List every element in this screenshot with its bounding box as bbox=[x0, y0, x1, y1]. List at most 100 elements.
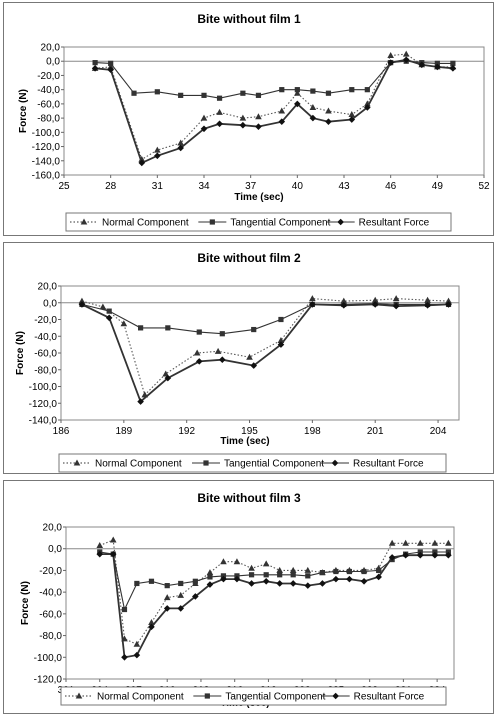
data-point bbox=[91, 65, 99, 72]
data-point bbox=[239, 121, 247, 129]
data-point bbox=[131, 90, 137, 96]
series-line bbox=[95, 53, 453, 161]
y-tick-label: -80,0 bbox=[37, 114, 60, 125]
data-point bbox=[207, 574, 213, 580]
legend-marker bbox=[331, 459, 339, 467]
legend-box bbox=[58, 453, 447, 473]
y-tick-label: -40,0 bbox=[34, 332, 57, 343]
data-point bbox=[219, 331, 225, 337]
y-tick-label: -40,0 bbox=[39, 588, 62, 599]
data-point bbox=[445, 551, 452, 559]
data-point bbox=[255, 113, 262, 120]
legend-box bbox=[60, 686, 447, 706]
data-point bbox=[107, 66, 114, 74]
data-point bbox=[348, 111, 356, 118]
data-point bbox=[449, 65, 457, 72]
x-tick-label: 34 bbox=[198, 181, 210, 192]
data-point bbox=[262, 577, 270, 585]
data-point bbox=[278, 118, 286, 125]
data-point bbox=[402, 539, 409, 546]
chart-title: Bite without film 3 bbox=[197, 491, 301, 505]
legend-marker bbox=[204, 693, 210, 699]
chart-title: Bite without film 1 bbox=[197, 12, 301, 26]
data-point bbox=[278, 316, 284, 323]
series-diamond bbox=[96, 550, 452, 661]
data-point bbox=[402, 551, 409, 559]
data-point bbox=[218, 356, 226, 363]
x-tick-label: 46 bbox=[385, 181, 397, 192]
y-tick-label: -60,0 bbox=[34, 349, 57, 360]
data-point bbox=[106, 308, 112, 314]
data-point bbox=[294, 100, 301, 108]
x-tick-label: 195 bbox=[241, 426, 258, 437]
legend-marker bbox=[337, 218, 344, 226]
data-point bbox=[402, 56, 410, 64]
data-point bbox=[192, 578, 198, 584]
data-point bbox=[178, 92, 184, 98]
data-point bbox=[154, 89, 160, 95]
data-point bbox=[424, 296, 431, 303]
data-point bbox=[216, 120, 223, 128]
x-tick-label: 201 bbox=[367, 426, 384, 437]
data-point bbox=[255, 92, 262, 98]
x-tick-label: 189 bbox=[115, 426, 132, 437]
legend-marker bbox=[209, 219, 215, 225]
data-point bbox=[392, 295, 400, 302]
y-tick-label: 20,0 bbox=[41, 43, 61, 54]
data-point bbox=[99, 303, 107, 310]
legend-label: Tangential Component bbox=[224, 459, 324, 470]
legend-label: Tangential Component bbox=[230, 218, 330, 229]
y-tick-label: 0,0 bbox=[46, 57, 60, 68]
data-point bbox=[431, 539, 439, 546]
data-point bbox=[220, 575, 227, 583]
series-square bbox=[97, 549, 451, 613]
series-line bbox=[95, 58, 453, 165]
x-tick-label: 43 bbox=[338, 181, 350, 192]
data-point bbox=[246, 353, 253, 360]
data-point bbox=[309, 103, 317, 110]
data-point bbox=[134, 580, 140, 587]
chart-panel-1: Bite without film 1 20,0 0,0 -20,0 -40,0 -60,… bbox=[3, 2, 494, 236]
data-point bbox=[431, 551, 439, 559]
x-tick-label: 204 bbox=[430, 426, 447, 437]
data-point bbox=[248, 572, 255, 578]
legend-label: Normal Component bbox=[102, 218, 189, 229]
data-point bbox=[148, 578, 155, 584]
legend-label: Resultant Force bbox=[353, 459, 424, 470]
data-point bbox=[346, 568, 353, 575]
y-tick-label: -140,0 bbox=[29, 416, 58, 427]
data-point bbox=[289, 566, 297, 573]
data-point bbox=[248, 580, 255, 587]
y-tick-label: 0,0 bbox=[43, 298, 57, 309]
y-tick-label: -160,0 bbox=[32, 171, 61, 182]
x-tick-label: 25 bbox=[58, 181, 70, 192]
y-tick-label: 20,0 bbox=[43, 523, 63, 534]
data-point bbox=[304, 566, 312, 573]
data-point bbox=[319, 580, 326, 587]
data-point bbox=[196, 329, 202, 335]
series-diamond bbox=[91, 56, 457, 167]
data-point bbox=[138, 159, 146, 167]
data-point bbox=[109, 536, 117, 543]
data-point bbox=[137, 398, 144, 405]
y-tick-label: -20,0 bbox=[34, 315, 57, 326]
data-point bbox=[154, 152, 161, 160]
chart-2: Bite without film 2 20,0 0,0 -20,0 -40,0 -60,… bbox=[15, 251, 460, 473]
data-point bbox=[309, 295, 316, 302]
chart-1: Bite without film 1 20,0 0,0 -20,0 -40,0 -60,… bbox=[18, 12, 490, 232]
series-line bbox=[81, 303, 449, 404]
series-triangle bbox=[78, 295, 452, 398]
data-point bbox=[388, 554, 396, 561]
data-point bbox=[309, 114, 317, 122]
legend-box bbox=[65, 212, 452, 232]
data-point bbox=[133, 640, 141, 647]
y-tick-label: -100,0 bbox=[34, 653, 63, 664]
series-line bbox=[81, 298, 449, 396]
data-point bbox=[177, 139, 184, 146]
data-point bbox=[96, 541, 104, 548]
series-line bbox=[95, 60, 453, 99]
data-point bbox=[164, 583, 170, 589]
y-tick-label: -20,0 bbox=[37, 71, 60, 82]
chart-panel-3: Bite without film 3 20,0 0,0 -20,0 -40,0 -60,… bbox=[3, 480, 494, 714]
legend: Normal Component Tangential Component Resu… bbox=[65, 212, 452, 232]
